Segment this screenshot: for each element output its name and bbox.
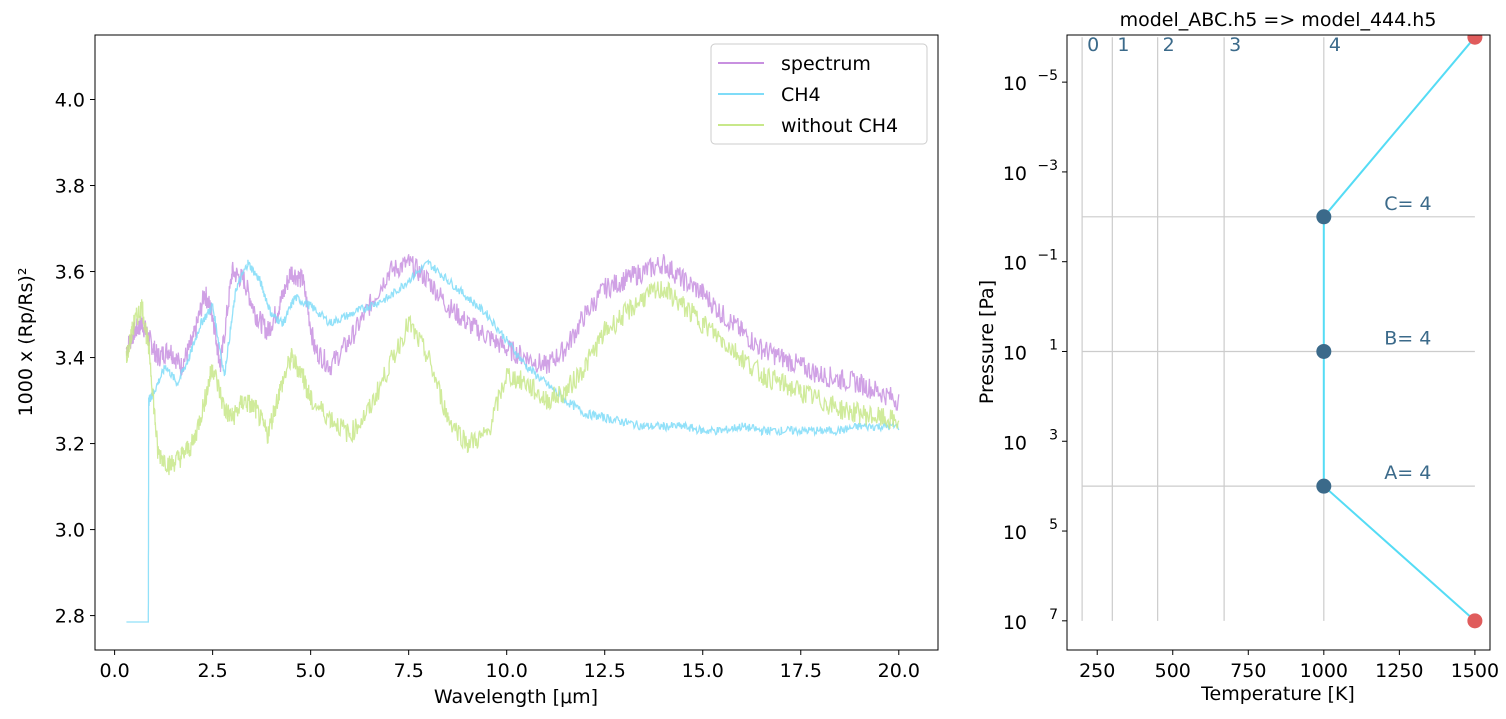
pt-x-axis-label: Temperature [K] — [1200, 683, 1355, 705]
series-line-ch4 — [126, 259, 900, 623]
spectrum-y-ticks: 2.8 3.0 3.2 3.4 3.6 3.8 4.0 — [55, 90, 95, 628]
x-tick-label: 2.5 — [198, 660, 228, 682]
legend-label: without CH4 — [781, 115, 898, 137]
pt-axes-frame — [1066, 34, 1491, 651]
x-tick-label: 1250 — [1375, 660, 1423, 682]
spectrum-chart: 0.0 2.5 5.0 7.5 10.0 12.5 15.0 17.5 20.0 2.8 3.0 3… — [15, 34, 939, 708]
series-line-without-ch4 — [125, 280, 900, 476]
y-tick-label: 4.0 — [55, 90, 85, 112]
spectrum-x-axis-label: Wavelength [μm] — [434, 686, 598, 708]
legend-label: spectrum — [781, 53, 871, 75]
spectrum-y-axis-label: 1000 x (Rp/Rs)² — [15, 268, 37, 417]
temperature-node-label: 1 — [1117, 34, 1129, 56]
legend-frame — [710, 43, 928, 145]
x-tick-label: 750 — [1230, 660, 1266, 682]
x-tick-label: 1500 — [1451, 660, 1499, 682]
legend-entries: spectrum CH4 without CH4 — [718, 53, 898, 137]
pressure-node-label: A= 4 — [1384, 462, 1431, 484]
end-point[interactable] — [1467, 30, 1483, 45]
pt-plot-area — [1081, 30, 1483, 629]
spectrum-plot-area — [125, 254, 900, 623]
pt-points — [1316, 30, 1483, 629]
pt-annotations: 0 1 2 3 4 C= 4 B= 4 A= 4 — [1087, 34, 1431, 484]
y-tick-label: 10 — [1003, 342, 1027, 364]
y-tick-exponent: −5 — [1037, 68, 1058, 84]
y-tick-label: 10 — [1003, 73, 1027, 95]
spectrum-series-group — [125, 254, 900, 623]
x-tick-label: 1000 — [1300, 660, 1348, 682]
pt-x-ticks: 250 500 750 1000 1250 1500 — [1079, 650, 1499, 682]
temperature-node-label: 0 — [1087, 34, 1099, 56]
x-tick-label: 7.5 — [394, 660, 424, 682]
y-tick-exponent: 1 — [1049, 337, 1058, 353]
y-tick-label: 3.6 — [55, 262, 85, 284]
y-tick-exponent: −1 — [1037, 248, 1058, 264]
series-line-spectrum — [125, 254, 900, 411]
x-tick-label: 12.5 — [584, 660, 626, 682]
x-tick-label: 10.0 — [486, 660, 528, 682]
y-tick-exponent: 3 — [1049, 427, 1058, 443]
y-tick-label: 3.2 — [55, 434, 85, 456]
legend: spectrum CH4 without CH4 — [710, 43, 928, 145]
x-tick-label: 17.5 — [780, 660, 822, 682]
pt-grid-lines — [1081, 37, 1475, 621]
pt-y-axis-label: Pressure [Pa] — [976, 280, 998, 404]
end-point[interactable] — [1467, 613, 1483, 629]
y-tick-exponent: 7 — [1049, 607, 1058, 623]
y-tick-label: 10 — [1003, 253, 1027, 275]
y-tick-label: 3.4 — [55, 348, 85, 370]
x-tick-label: 15.0 — [682, 660, 724, 682]
x-tick-label: 250 — [1079, 660, 1115, 682]
y-tick-exponent: 5 — [1049, 517, 1058, 533]
spectrum-x-ticks: 0.0 2.5 5.0 7.5 10.0 12.5 15.0 17.5 20.0 — [99, 650, 920, 682]
pressure-node-label: C= 4 — [1384, 193, 1431, 215]
y-tick-label: 10 — [1003, 163, 1027, 185]
control-point[interactable] — [1316, 209, 1332, 225]
y-tick-label: 3.8 — [55, 176, 85, 198]
pt-profile-title: model_ABC.h5 => model_444.h5 — [1120, 9, 1437, 31]
pressure-node-label: B= 4 — [1384, 327, 1431, 349]
y-tick-label: 3.0 — [55, 520, 85, 542]
temperature-node-label: 4 — [1329, 34, 1341, 56]
x-tick-label: 20.0 — [878, 660, 920, 682]
y-tick-label: 10 — [1003, 432, 1027, 454]
y-tick-label: 2.8 — [55, 606, 85, 628]
y-tick-label: 10 — [1003, 612, 1027, 634]
legend-label: CH4 — [781, 84, 821, 106]
x-tick-label: 500 — [1155, 660, 1191, 682]
y-tick-label: 10 — [1003, 522, 1027, 544]
control-point[interactable] — [1316, 343, 1332, 359]
temperature-node-label: 2 — [1163, 34, 1175, 56]
control-point[interactable] — [1316, 478, 1332, 494]
y-tick-exponent: −3 — [1037, 158, 1058, 174]
x-tick-label: 0.0 — [99, 660, 129, 682]
temperature-node-label: 3 — [1229, 34, 1241, 56]
pt-profile-chart: model_ABC.h5 => model_444.h5 0 1 2 3 4C= 4B=… — [976, 9, 1499, 705]
pt-y-ticks: 10 −5 10 −3 10 −1 10 1 10 3 10 5 10 7 — [1003, 68, 1067, 634]
spectrum-axes-frame — [94, 34, 939, 651]
x-tick-label: 5.0 — [296, 660, 326, 682]
